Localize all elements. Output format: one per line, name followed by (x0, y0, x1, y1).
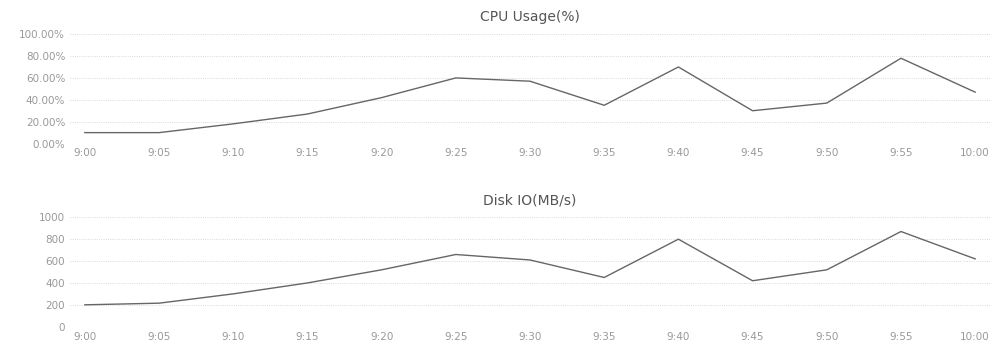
Title: Disk IO(MB/s): Disk IO(MB/s) (483, 193, 577, 207)
Title: CPU Usage(%): CPU Usage(%) (480, 10, 580, 24)
